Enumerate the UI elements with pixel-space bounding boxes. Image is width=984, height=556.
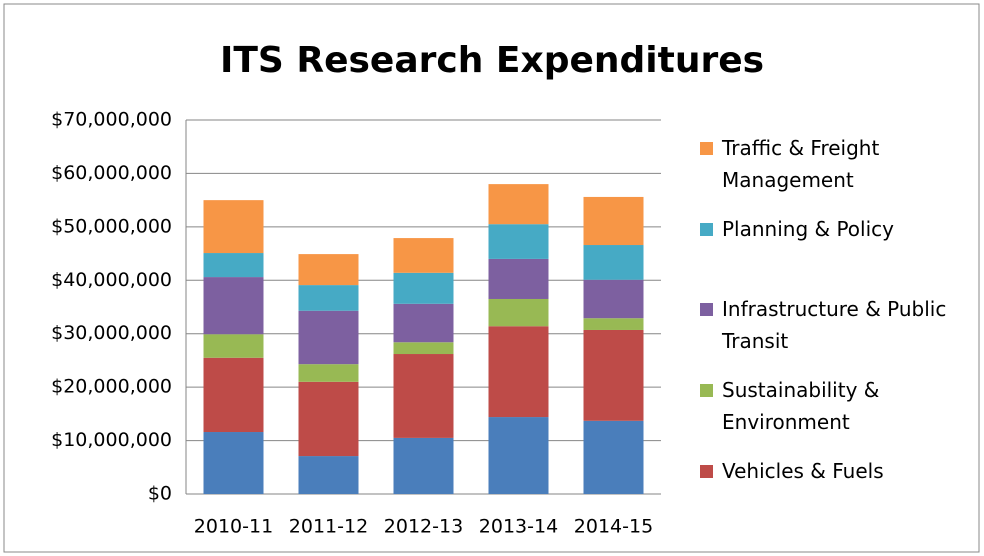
legend-item: Traffic & Freight Management bbox=[700, 132, 980, 196]
x-tick-label: 2010-11 bbox=[194, 516, 273, 538]
bar-segment bbox=[298, 381, 359, 457]
legend-item: Sustainability & Environment bbox=[700, 374, 980, 438]
bar-segment bbox=[488, 298, 549, 327]
bar-segment bbox=[298, 285, 359, 311]
bar-segment bbox=[488, 258, 549, 299]
chart-title: ITS Research Expenditures bbox=[220, 40, 764, 81]
y-tick-label: $40,000,000 bbox=[51, 269, 172, 291]
bar-segment bbox=[298, 254, 359, 286]
legend-label: Infrastructure & Public Transit bbox=[722, 297, 947, 354]
y-tick-label: $20,000,000 bbox=[51, 376, 172, 398]
x-tick-label: 2012-13 bbox=[384, 516, 463, 538]
legend-label: Traffic & Freight Management bbox=[722, 136, 880, 192]
legend-item: Infrastructure & Public Transit bbox=[700, 293, 980, 357]
x-tick-label: 2014-15 bbox=[574, 516, 653, 538]
bar-segment bbox=[203, 277, 264, 335]
bar-segment bbox=[203, 253, 264, 278]
bar-segment bbox=[583, 318, 644, 330]
y-tick-label: $10,000,000 bbox=[51, 429, 172, 451]
legend-item: Vehicles & Fuels bbox=[700, 455, 980, 487]
bar-segment bbox=[203, 200, 264, 254]
y-tick-label: $50,000,000 bbox=[51, 215, 172, 237]
bar-segment bbox=[203, 432, 264, 494]
bar-segment bbox=[298, 456, 359, 494]
bar-segment bbox=[393, 354, 454, 438]
bar-segment bbox=[583, 245, 644, 280]
bar-segment bbox=[488, 224, 549, 259]
bar-segment bbox=[583, 329, 644, 421]
bar-segment bbox=[298, 310, 359, 365]
bar-segment bbox=[393, 272, 454, 304]
bar-segment bbox=[393, 342, 454, 355]
bar-segment bbox=[583, 420, 644, 494]
legend-swatch bbox=[700, 142, 713, 155]
legend-swatch bbox=[700, 384, 713, 398]
y-tick-label: $30,000,000 bbox=[51, 322, 172, 344]
legend-swatch bbox=[700, 303, 713, 317]
bar-segment bbox=[298, 364, 359, 382]
bar-segment bbox=[583, 196, 644, 246]
bar-segment bbox=[488, 417, 549, 494]
bar-segment bbox=[203, 334, 264, 358]
bar-segment bbox=[203, 357, 264, 433]
bar-segment bbox=[488, 326, 549, 418]
legend-label: Planning & Policy bbox=[722, 216, 894, 241]
x-tick-label: 2013-14 bbox=[479, 516, 558, 538]
legend-label: Sustainability & Environment bbox=[722, 378, 880, 435]
bar-segment bbox=[393, 238, 454, 273]
y-tick-label: $60,000,000 bbox=[51, 162, 172, 184]
x-tick-label: 2011-12 bbox=[289, 516, 368, 538]
bar-segment bbox=[393, 303, 454, 343]
y-tick-label: $0 bbox=[148, 483, 172, 505]
bar-segment bbox=[583, 279, 644, 319]
legend-swatch bbox=[700, 464, 713, 478]
legend-swatch bbox=[700, 222, 713, 236]
y-tick-label: $70,000,000 bbox=[51, 109, 172, 131]
bar-segment bbox=[393, 437, 454, 494]
legend-label: Vehicles & Fuels bbox=[722, 458, 884, 483]
legend-item: Planning & Policy bbox=[700, 213, 980, 245]
bar-segment bbox=[488, 184, 549, 225]
